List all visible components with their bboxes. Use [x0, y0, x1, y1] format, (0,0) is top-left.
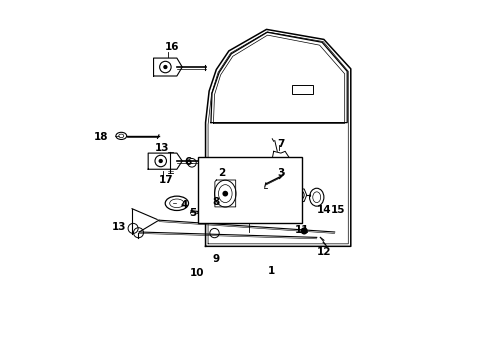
Polygon shape: [153, 58, 182, 76]
Text: 16: 16: [165, 42, 180, 52]
Text: 8: 8: [213, 197, 220, 207]
Text: 5: 5: [189, 208, 196, 218]
Text: 13: 13: [154, 143, 169, 153]
Bar: [292, 85, 313, 94]
Text: 17: 17: [159, 175, 173, 185]
Polygon shape: [148, 153, 182, 169]
Text: 2: 2: [218, 168, 225, 178]
Text: 14: 14: [317, 206, 331, 216]
Polygon shape: [272, 151, 290, 176]
Bar: [197, 157, 302, 223]
Text: 10: 10: [189, 268, 204, 278]
Polygon shape: [294, 189, 307, 202]
Text: 18: 18: [94, 132, 108, 142]
Text: 15: 15: [331, 206, 345, 216]
Text: 13: 13: [112, 222, 126, 231]
Circle shape: [159, 159, 163, 163]
Text: 11: 11: [295, 225, 310, 235]
Text: 9: 9: [213, 254, 220, 264]
Circle shape: [163, 65, 168, 69]
Text: 6: 6: [184, 157, 191, 167]
Text: 4: 4: [180, 200, 188, 210]
Circle shape: [300, 227, 308, 234]
Text: 3: 3: [277, 168, 285, 178]
Text: 7: 7: [277, 139, 285, 149]
Text: 1: 1: [268, 266, 275, 276]
Circle shape: [222, 191, 228, 197]
Text: 12: 12: [317, 247, 331, 257]
